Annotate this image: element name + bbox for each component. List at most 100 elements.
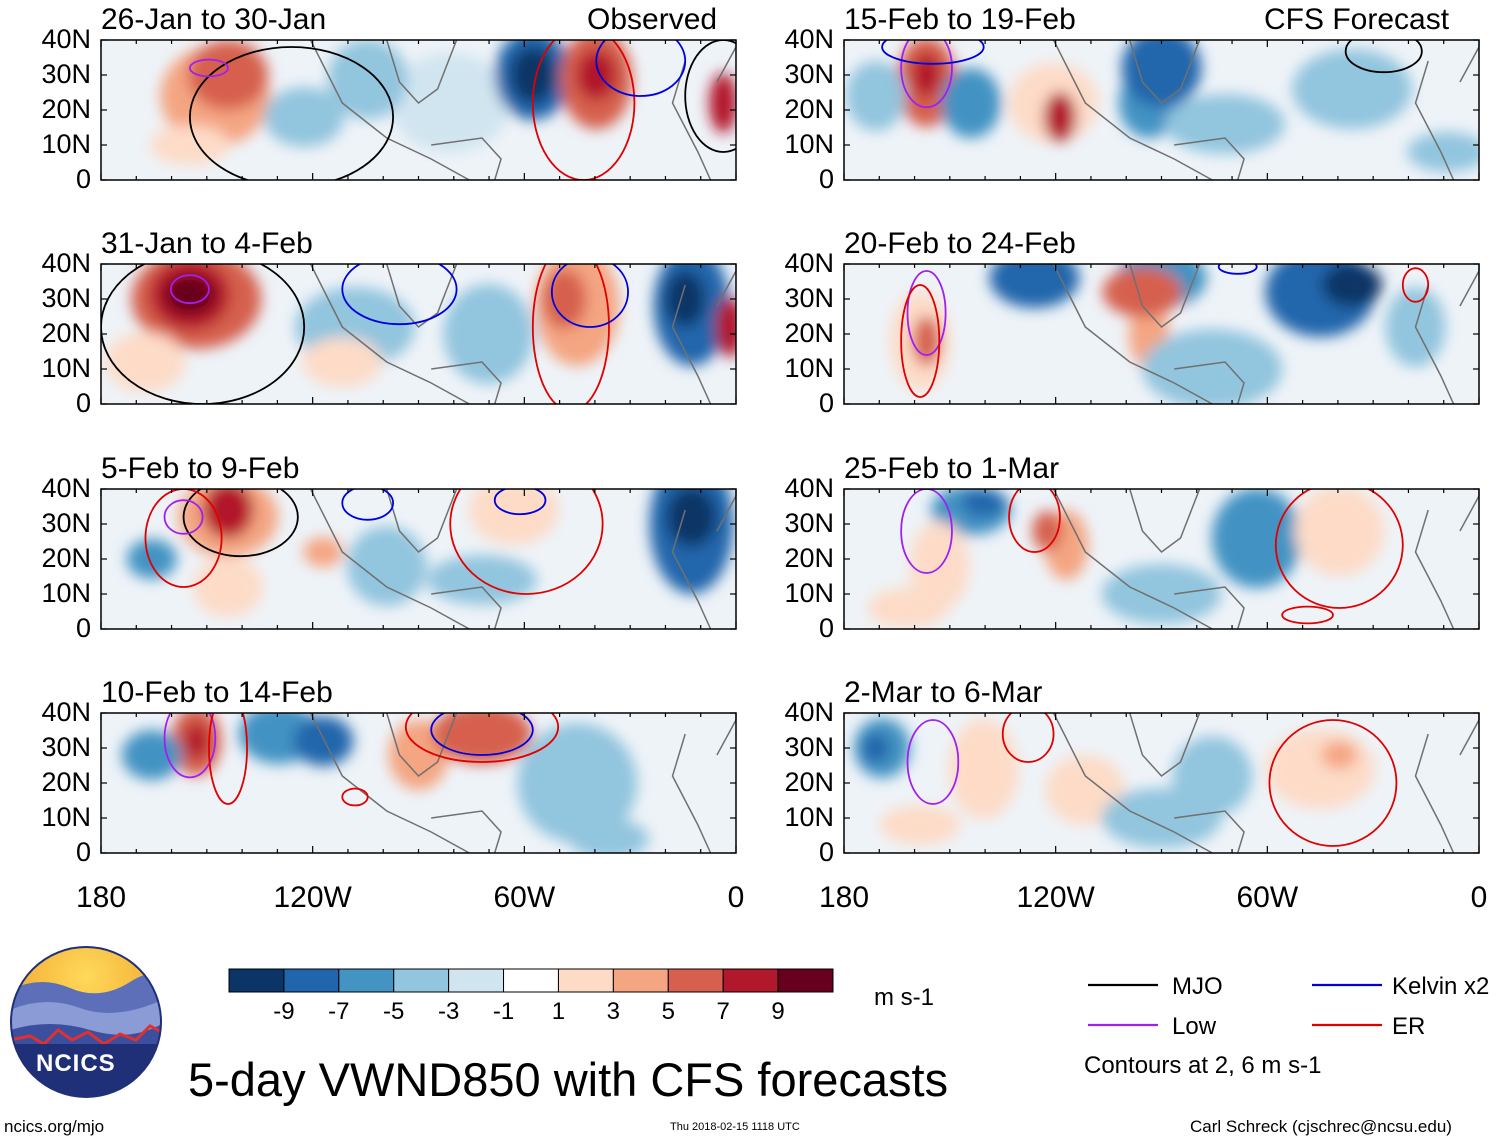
anomaly-blob xyxy=(149,125,230,165)
wave-contour xyxy=(1281,605,1334,625)
anomaly-blob xyxy=(121,730,182,780)
colorbar-tick-label: -5 xyxy=(383,998,405,1025)
anomaly-blob xyxy=(303,537,344,567)
lat-label: 30N xyxy=(784,508,834,538)
anomaly-blob xyxy=(1211,489,1302,588)
wave-contour xyxy=(906,719,960,805)
anomaly-blob xyxy=(1142,329,1283,404)
wave-contour xyxy=(684,40,736,153)
anomaly-blob xyxy=(867,588,948,628)
colorbar-tick-label: -1 xyxy=(492,998,515,1025)
timestamp: Thu 2018-02-15 1118 UTC xyxy=(670,1121,800,1133)
anomaly-blob xyxy=(1032,511,1063,551)
colorbar-tick-label: -7 xyxy=(328,998,350,1025)
panel-date-label: 5-Feb to 9-Feb xyxy=(101,452,300,485)
panel-date-label: 25-Feb to 1-Mar xyxy=(844,452,1060,485)
lat-label: 30N xyxy=(41,732,91,762)
wave-contour xyxy=(1268,719,1398,847)
wave-contour xyxy=(341,264,458,326)
wave-contour xyxy=(531,40,636,180)
lat-label: 10N xyxy=(41,578,91,608)
wave-contour xyxy=(430,713,534,756)
colorbar xyxy=(228,968,834,993)
legend-contour-note: Contours at 2, 6 m s-1 xyxy=(1084,1052,1322,1079)
anomaly-blob xyxy=(715,297,736,357)
anomaly-blob xyxy=(468,489,559,545)
lat-label: 10N xyxy=(41,353,91,383)
colorbar-tick-label: 3 xyxy=(606,998,621,1025)
lat-label: 20N xyxy=(784,318,834,348)
legend-er-label: ER xyxy=(1392,1013,1426,1040)
lon-label: 60W xyxy=(1236,881,1299,914)
colorbar-tick-label: -3 xyxy=(437,998,460,1025)
wave-contour xyxy=(906,270,947,356)
lat-label: 20N xyxy=(784,543,834,573)
lat-label: 0 xyxy=(75,388,91,418)
anomaly-blob xyxy=(126,539,177,579)
colorbar-tick-label: 9 xyxy=(771,998,785,1025)
panel-date-label: 2-Mar to 6-Mar xyxy=(844,676,1043,709)
wave-contour xyxy=(1217,264,1258,275)
anomaly-blob xyxy=(1321,741,1358,769)
anomaly-blob xyxy=(569,819,649,853)
anomaly-blob xyxy=(164,274,215,315)
anomaly-blob xyxy=(1407,132,1479,172)
anomaly-blob xyxy=(510,47,555,103)
panel-date-label: 20-Feb to 24-Feb xyxy=(844,227,1076,260)
anomaly-blob xyxy=(293,716,354,766)
colorbar-swatch xyxy=(283,968,340,993)
wave-contour xyxy=(404,713,560,763)
wave-contour xyxy=(188,58,229,78)
wave-contour xyxy=(163,499,204,535)
figure-title: 5-day VWND850 with CFS forecasts xyxy=(188,1053,949,1106)
colorbar-tick-label: 1 xyxy=(551,998,566,1025)
lat-label: 40N xyxy=(41,248,91,278)
coastline xyxy=(309,40,736,180)
wind-anomaly-field xyxy=(890,264,1446,404)
legend-low-label: Low xyxy=(1172,1013,1217,1040)
map-panel xyxy=(100,39,737,181)
coastline xyxy=(1052,713,1479,853)
lon-label: 60W xyxy=(493,881,556,914)
wave-contour xyxy=(144,489,223,588)
wind-anomaly-field xyxy=(105,264,736,392)
lat-label: 20N xyxy=(41,318,91,348)
lat-label: 40N xyxy=(784,248,834,278)
colorbar-swatch xyxy=(667,968,724,993)
wave-contour xyxy=(881,40,985,65)
anomaly-blob xyxy=(264,87,345,147)
anomaly-blob xyxy=(1292,49,1412,129)
coastline xyxy=(1052,264,1479,404)
lat-label: 30N xyxy=(41,508,91,538)
ncics-logo xyxy=(10,946,162,1098)
colorbar-swatch xyxy=(557,968,614,993)
lat-label: 10N xyxy=(784,353,834,383)
lon-label: 0 xyxy=(727,881,745,914)
anomaly-blob xyxy=(912,53,941,97)
wave-contour xyxy=(449,489,604,595)
anomaly-blob xyxy=(542,269,587,329)
lat-label: 10N xyxy=(784,802,834,832)
wave-contour xyxy=(900,284,941,398)
wave-contour xyxy=(1401,267,1430,303)
wave-contour xyxy=(341,489,394,521)
anomaly-blob xyxy=(302,337,383,387)
wave-contour xyxy=(1274,489,1404,609)
lat-label: 40N xyxy=(41,24,91,54)
colorbar-swatch xyxy=(228,968,285,993)
colorbar-swatch xyxy=(777,968,834,993)
anomaly-blob xyxy=(912,316,941,366)
anomaly-blob xyxy=(961,489,1006,517)
panel-date-label: 10-Feb to 14-Feb xyxy=(101,676,333,709)
lat-label: 40N xyxy=(41,697,91,727)
anomaly-blob xyxy=(443,284,534,384)
map-panel xyxy=(843,263,1480,405)
lat-label: 30N xyxy=(41,283,91,313)
anomaly-blob xyxy=(861,733,890,763)
anomaly-blob xyxy=(1101,564,1222,624)
wave-contour xyxy=(208,713,248,805)
anomaly-blob xyxy=(1101,788,1222,848)
website-link[interactable]: ncics.org/mjo xyxy=(4,1117,105,1136)
wave-contour xyxy=(1344,40,1423,74)
